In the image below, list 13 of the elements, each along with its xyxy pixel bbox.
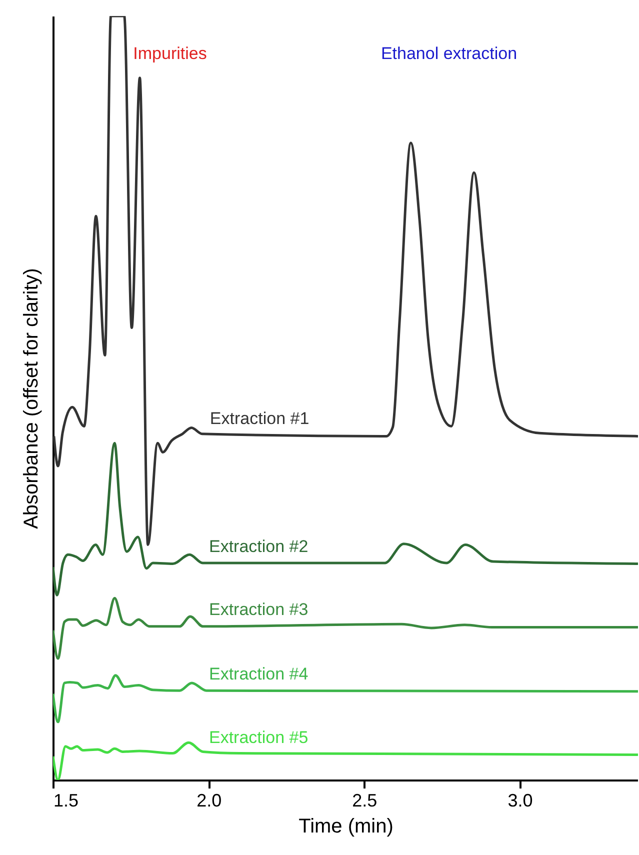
x-tick-label: 1.5 xyxy=(54,790,79,810)
x-axis-title: Time (min) xyxy=(298,816,394,838)
x-tick-label: 2.0 xyxy=(196,790,222,810)
series-label: Extraction #5 xyxy=(209,728,308,747)
annotation: Impurities xyxy=(133,44,207,63)
x-tick-label: 2.5 xyxy=(352,790,378,810)
series-label: Extraction #3 xyxy=(209,600,308,620)
y-axis-title: Absorbance (offset for clarity) xyxy=(20,268,42,529)
series-label: Extraction #4 xyxy=(209,664,308,684)
x-tick-label: 3.0 xyxy=(508,790,533,810)
series-label: Extraction #1 xyxy=(210,409,310,428)
series-label: Extraction #2 xyxy=(209,536,308,556)
annotation: Ethanol extraction xyxy=(380,44,518,63)
